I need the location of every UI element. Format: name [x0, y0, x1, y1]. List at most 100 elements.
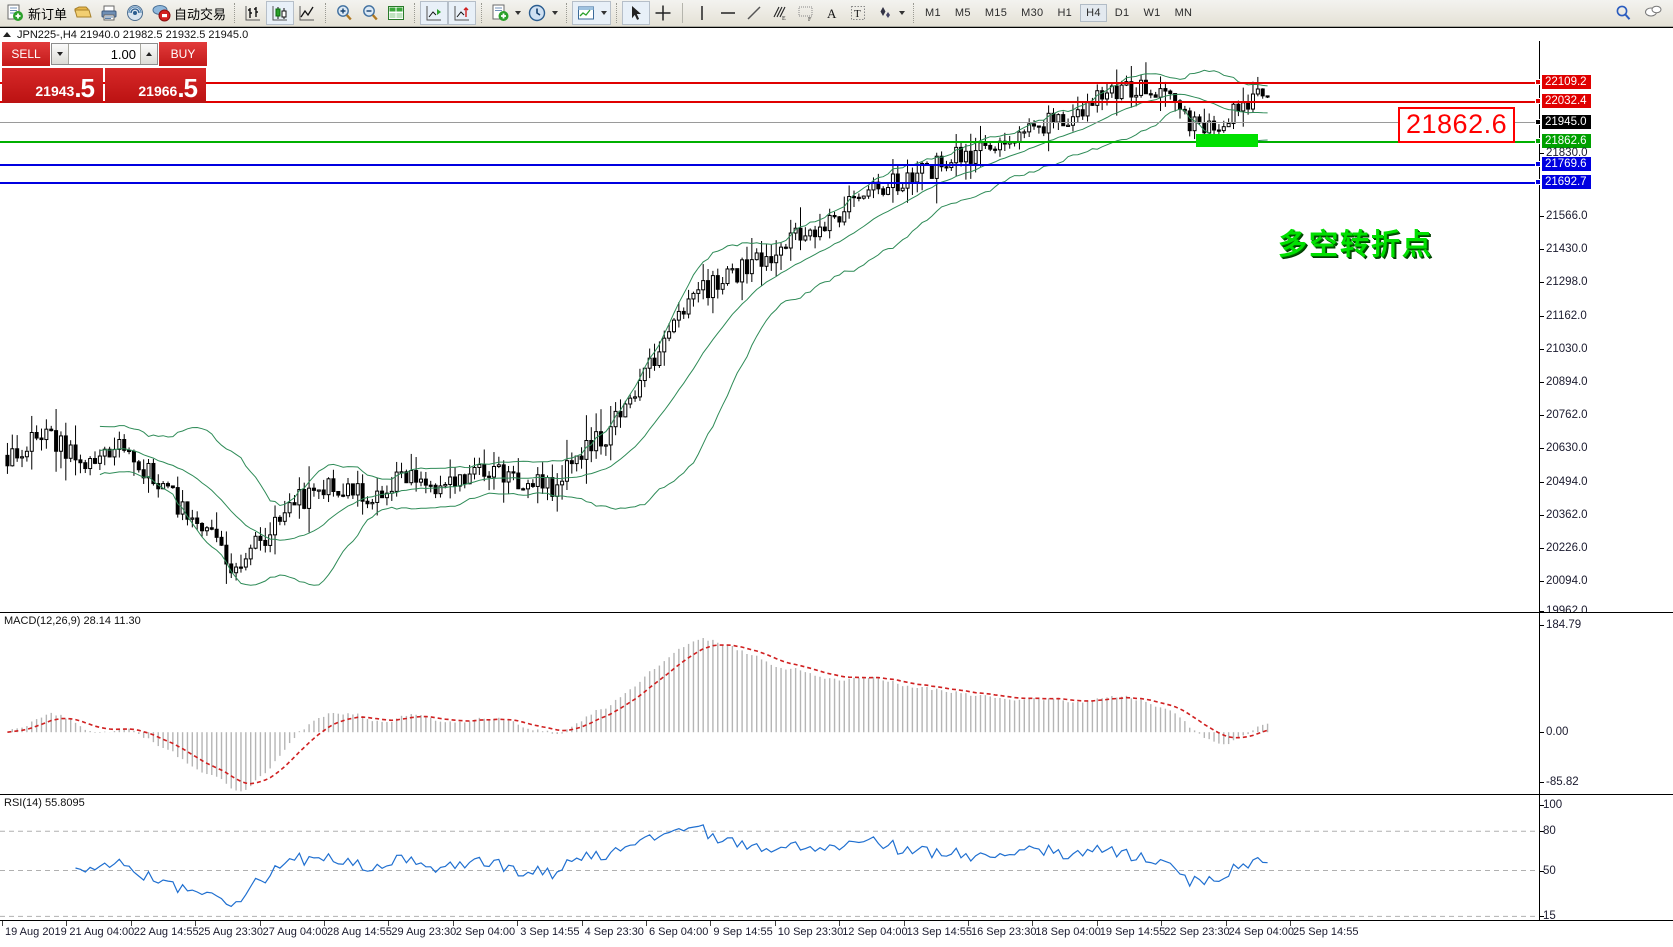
- timeframe-h1[interactable]: H1: [1057, 7, 1073, 19]
- vertical-line-button[interactable]: [689, 1, 715, 25]
- time-axis[interactable]: 19 Aug 2019 21 Aug 04:00 22 Aug 14:55 25 Au…: [0, 920, 1673, 947]
- timeframe-m5[interactable]: M5: [954, 7, 971, 19]
- price-tag-22032-4[interactable]: 22032.4: [1542, 94, 1591, 108]
- timeframe-group: M1 M5 M15 M30 H1 H4 D1 W1 MN: [919, 4, 1198, 22]
- volume-increment-button[interactable]: [140, 44, 157, 64]
- price-plot-area[interactable]: 多空转折点: [0, 41, 1539, 612]
- templates-button[interactable]: [572, 1, 612, 25]
- price-tag-21692-7[interactable]: 21692.7: [1542, 175, 1591, 189]
- collapse-icon[interactable]: [3, 32, 11, 37]
- sell-button[interactable]: SELL: [2, 42, 50, 68]
- chat-icon[interactable]: [1643, 3, 1663, 23]
- fibonacci-icon: E: [770, 3, 790, 23]
- chevron-down-icon[interactable]: [601, 11, 608, 15]
- autotrading-label: 自动交易: [174, 6, 227, 22]
- level-handle[interactable]: [1535, 98, 1541, 104]
- timeframe-mn[interactable]: MN: [1174, 7, 1193, 19]
- tile-windows-button[interactable]: [383, 1, 409, 25]
- chevron-down-icon[interactable]: [552, 11, 559, 15]
- macd-pane[interactable]: MACD(12,26,9) 28.14 11.30 184.79 0.00 -85.…: [0, 612, 1673, 794]
- timeframe-d1[interactable]: D1: [1114, 7, 1130, 19]
- zoom-in-button[interactable]: [331, 1, 357, 25]
- timeframe-m15[interactable]: M15: [984, 7, 1008, 19]
- add-indicator-button[interactable]: [487, 1, 524, 25]
- new-order-button[interactable]: 新订单: [2, 1, 70, 25]
- time-label-9: 4 Sep 23:30: [584, 926, 644, 938]
- cursor-button[interactable]: [622, 1, 651, 25]
- horizontal-line-icon: [718, 3, 738, 23]
- search-icon[interactable]: [1613, 3, 1633, 23]
- fibonacci-button[interactable]: E: [767, 1, 793, 25]
- price-tick-21566-0: 21566.0: [1546, 210, 1588, 222]
- axis-tickmark: [1540, 805, 1544, 806]
- macd-axis[interactable]: 184.79 0.00 -85.82: [1539, 613, 1673, 794]
- bar-chart-button[interactable]: [240, 1, 266, 25]
- vertical-line-icon: [692, 3, 712, 23]
- crosshair-button[interactable]: [650, 1, 676, 25]
- sell-price[interactable]: 21943 .5: [2, 68, 103, 103]
- chart-shift-button[interactable]: [420, 1, 449, 25]
- volume-decrement-button[interactable]: [52, 44, 69, 64]
- print-button[interactable]: [96, 1, 122, 25]
- level-handle[interactable]: [1535, 161, 1541, 167]
- zoom-out-button[interactable]: [357, 1, 383, 25]
- rsi-plot-area[interactable]: [0, 795, 1539, 947]
- price-pane[interactable]: 多空转折点 22109.2 22032.4 21945.0 21862.6 21830.…: [0, 41, 1673, 617]
- time-label-18: 22 Sep 23:30: [1164, 926, 1230, 938]
- expert-advisor-icon: [151, 3, 171, 23]
- chart-window[interactable]: JPN225-,H4 21940.0 21982.5 21932.5 21945…: [0, 27, 1673, 947]
- price-axis[interactable]: 22109.2 22032.4 21945.0 21862.6 21830.0 21769…: [1535, 41, 1673, 617]
- period-button[interactable]: [524, 1, 561, 25]
- timeframe-h4[interactable]: H4: [1080, 4, 1107, 22]
- level-handle[interactable]: [1535, 79, 1541, 85]
- price-tag-21769-6[interactable]: 21769.6: [1542, 157, 1591, 171]
- horizontal-line-button[interactable]: [715, 1, 741, 25]
- level-handle[interactable]: [1535, 138, 1541, 144]
- trendline-button[interactable]: [741, 1, 767, 25]
- buy-price[interactable]: 21966 .5: [105, 68, 206, 103]
- timeframe-w1[interactable]: W1: [1143, 7, 1161, 19]
- time-label-6: 29 Aug 23:30: [391, 926, 457, 938]
- axis-tickmark: [1540, 732, 1544, 734]
- timeframe-m1[interactable]: M1: [925, 7, 941, 19]
- main-toolbar: 新订单: [0, 0, 1673, 27]
- time-label-8: 3 Sep 14:55: [520, 926, 580, 938]
- toolbar-divider-2: [325, 3, 327, 23]
- axis-tickmark: [1540, 916, 1544, 918]
- level-handle[interactable]: [1535, 179, 1541, 185]
- timeframe-m30[interactable]: M30: [1021, 7, 1044, 19]
- channel-button[interactable]: F: [793, 1, 819, 25]
- toolbar-divider-6: [616, 3, 618, 23]
- volume-stepper[interactable]: 1.00: [51, 43, 158, 65]
- candlestick-chart-button[interactable]: [266, 1, 295, 25]
- auto-scroll-button[interactable]: [448, 1, 477, 25]
- time-separator: [517, 921, 519, 926]
- axis-tickmark: [1540, 316, 1544, 317]
- period-icon: [527, 3, 547, 23]
- highlight-rectangle[interactable]: [1196, 134, 1258, 147]
- price-tag-21945-0[interactable]: 21945.0: [1542, 115, 1591, 129]
- axis-tickmark: [1540, 548, 1544, 549]
- price-tag-22109-2[interactable]: 22109.2: [1542, 75, 1591, 89]
- open-data-folder-button[interactable]: [70, 1, 96, 25]
- axis-tickmark: [1540, 448, 1544, 449]
- current-price-callout[interactable]: 21862.6: [1398, 107, 1516, 144]
- chevron-down-icon[interactable]: [899, 11, 906, 15]
- price-tick-20630-0: 20630.0: [1546, 442, 1588, 454]
- line-chart-button[interactable]: [294, 1, 320, 25]
- one-click-trading-panel[interactable]: SELL 1.00 BUY 21943 .5 21966 .5: [2, 42, 207, 103]
- price-tag-21862-6[interactable]: 21862.6: [1542, 134, 1591, 148]
- shapes-button[interactable]: [871, 1, 908, 25]
- chevron-down-icon[interactable]: [515, 11, 522, 15]
- cursor-icon: [626, 3, 646, 23]
- volume-value[interactable]: 1.00: [110, 46, 136, 62]
- macd-plot-area[interactable]: [0, 613, 1539, 794]
- price-tick-21430-0: 21430.0: [1546, 243, 1588, 255]
- signals-button[interactable]: [122, 1, 148, 25]
- level-handle[interactable]: [1535, 119, 1541, 125]
- text-label-button[interactable]: T: [845, 1, 871, 25]
- autotrading-button[interactable]: 自动交易: [148, 1, 229, 25]
- text-button[interactable]: A: [819, 1, 845, 25]
- buy-button[interactable]: BUY: [159, 42, 207, 68]
- svg-text:F: F: [808, 17, 812, 23]
